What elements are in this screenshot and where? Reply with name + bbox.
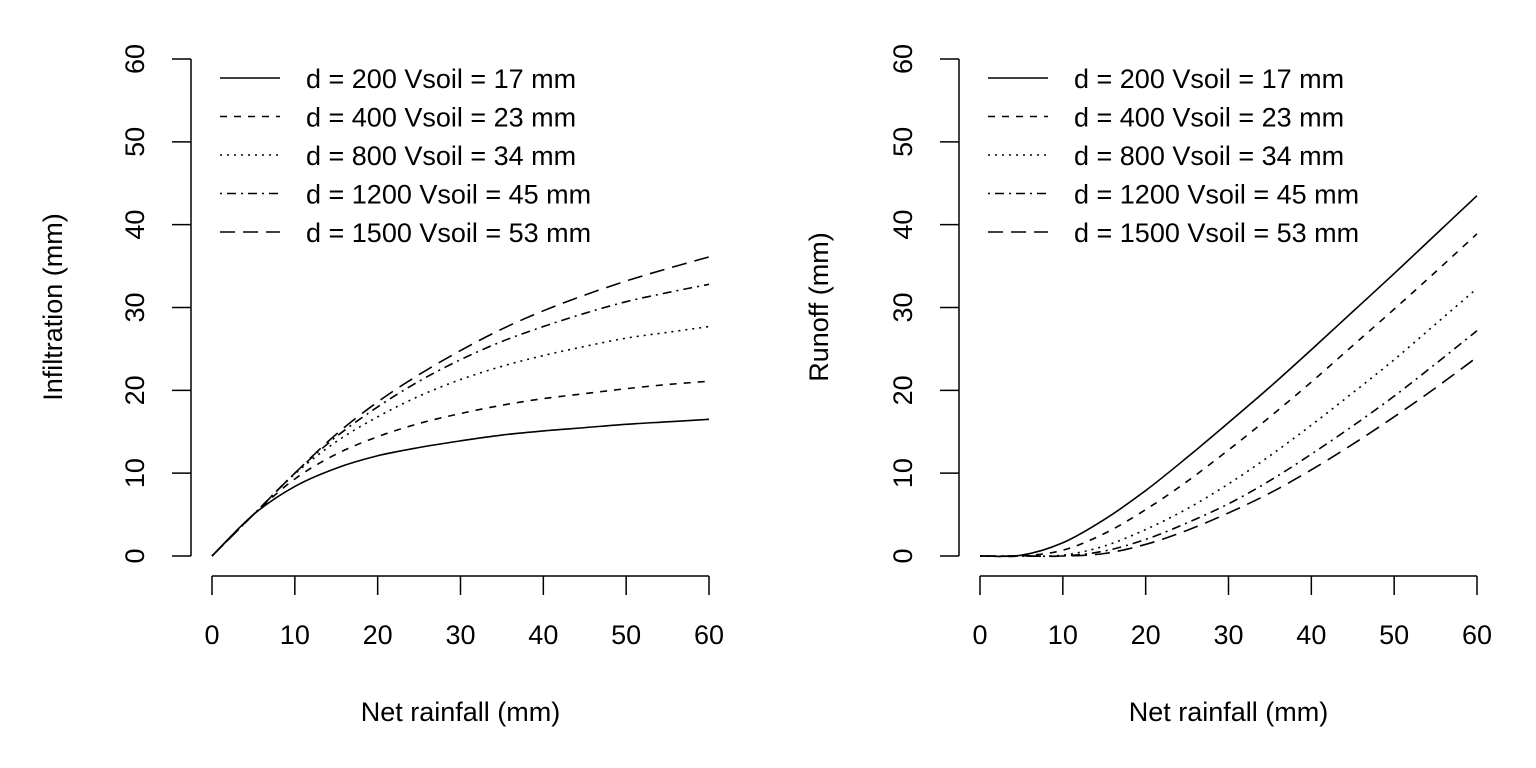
legend-label: d = 800 Vsoil = 34 mm — [306, 141, 576, 171]
y-tick-label: 20 — [888, 375, 918, 405]
series-line-2 — [979, 233, 1478, 558]
x-axis-label: Net rainfall (mm) — [1129, 697, 1329, 727]
x-tick-label: 20 — [1131, 620, 1161, 650]
series-line-4 — [211, 283, 710, 557]
legend: d = 200 Vsoil = 17 mm d = 400 Vsoil = 23 … — [220, 64, 591, 248]
x-tick-label: 40 — [528, 620, 558, 650]
chart-panel-2: 0 10 20 30 40 50 60 0 10 20 30 40 50 60 Net rainfall (… — [804, 44, 1492, 727]
y-tick-label: 30 — [888, 292, 918, 322]
series-line-4 — [980, 330, 1478, 558]
series-line-5 — [211, 256, 710, 557]
legend-label: d = 1200 Vsoil = 45 mm — [306, 180, 591, 210]
series-line-1 — [979, 195, 1478, 558]
y-axis-label: Infiltration (mm) — [38, 213, 68, 401]
legend-label: d = 1200 Vsoil = 45 mm — [1074, 180, 1359, 210]
legend-label: d = 400 Vsoil = 23 mm — [1074, 103, 1344, 133]
x-tick-label: 50 — [611, 620, 641, 650]
y-tick-label: 50 — [888, 127, 918, 157]
x-tick-label: 20 — [363, 620, 393, 650]
x-tick-label: 0 — [204, 620, 219, 650]
series-line-5 — [980, 356, 1478, 557]
legend-label: d = 1500 Vsoil = 53 mm — [1074, 218, 1359, 248]
x-tick-label: 60 — [1462, 620, 1492, 650]
y-tick-label: 20 — [120, 375, 150, 405]
legend-label: d = 400 Vsoil = 23 mm — [306, 103, 576, 133]
x-tick-label: 10 — [280, 620, 310, 650]
y-tick-label: 10 — [888, 458, 918, 488]
y-tick-label: 30 — [120, 292, 150, 322]
legend: d = 200 Vsoil = 17 mm d = 400 Vsoil = 23 … — [988, 64, 1359, 248]
y-tick-label: 60 — [120, 44, 150, 74]
x-tick-label: 40 — [1296, 620, 1326, 650]
series-line-2 — [211, 380, 710, 557]
legend-label: d = 200 Vsoil = 17 mm — [306, 64, 576, 94]
x-tick-label: 30 — [445, 620, 475, 650]
series-line-1 — [211, 418, 710, 557]
series-line-3 — [211, 325, 710, 557]
y-tick-label: 50 — [120, 127, 150, 157]
x-tick-label: 0 — [972, 620, 987, 650]
x-axis-label: Net rainfall (mm) — [361, 697, 561, 727]
y-axis-label: Runoff (mm) — [804, 232, 834, 382]
legend-label: d = 800 Vsoil = 34 mm — [1074, 141, 1344, 171]
y-tick-label: 60 — [888, 44, 918, 74]
y-tick-label: 0 — [888, 548, 918, 563]
y-tick-label: 40 — [888, 210, 918, 240]
legend-label: d = 1500 Vsoil = 53 mm — [306, 218, 591, 248]
y-tick-label: 10 — [120, 458, 150, 488]
legend-label: d = 200 Vsoil = 17 mm — [1074, 64, 1344, 94]
y-tick-label: 0 — [120, 548, 150, 563]
x-tick-label: 30 — [1213, 620, 1243, 650]
y-tick-label: 40 — [120, 210, 150, 240]
x-tick-label: 50 — [1379, 620, 1409, 650]
x-tick-label: 60 — [694, 620, 724, 650]
x-tick-label: 10 — [1048, 620, 1078, 650]
chart-panel-1: 0 10 20 30 40 50 60 0 10 20 30 40 50 60 Net rainfall (… — [38, 44, 724, 727]
